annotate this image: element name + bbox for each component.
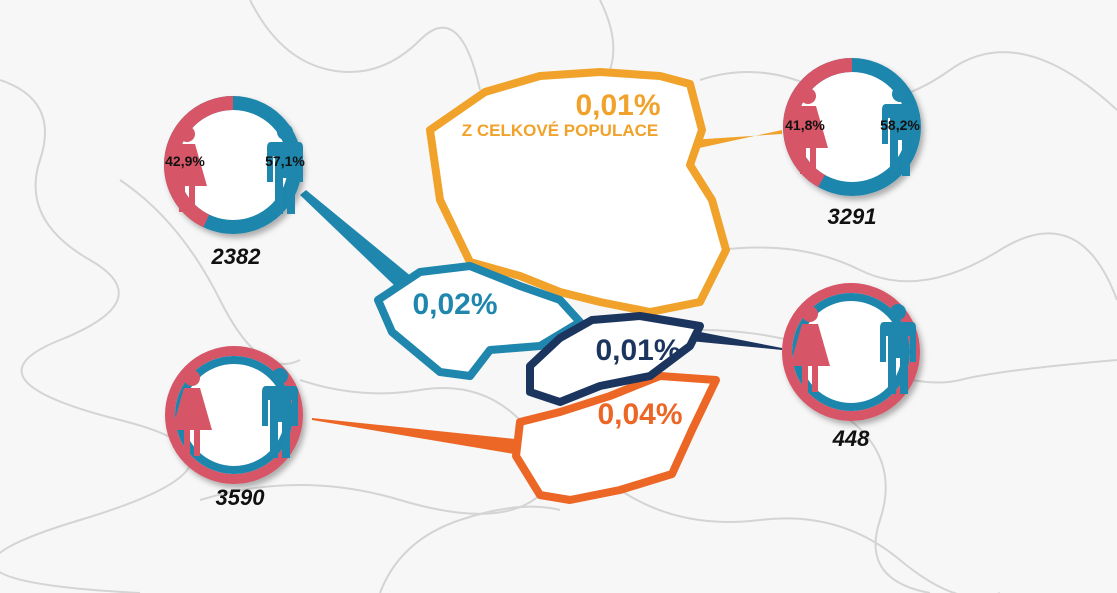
slovakia-share: 0,01% — [595, 334, 680, 367]
czechia-male-pct: 57,1% — [265, 153, 305, 169]
poland-female-pct: 41,8% — [785, 117, 825, 133]
hungary-count: 3590 — [216, 485, 266, 510]
callout-slovakia — [680, 330, 782, 350]
country-slovakia[interactable] — [526, 312, 704, 406]
callout-poland — [690, 130, 782, 150]
hungary-share: 0,04% — [597, 398, 682, 431]
country-poland[interactable] — [426, 68, 730, 316]
slovakia-count: 448 — [832, 426, 870, 451]
poland-male-pct: 58,2% — [880, 117, 920, 133]
poland-share: 0,01% — [575, 89, 660, 122]
callout-hungary — [312, 418, 525, 455]
poland-subtitle: Z CELKOVÉ POPULACE — [462, 121, 658, 140]
poland-count: 3291 — [828, 204, 877, 229]
czechia-female-pct: 42,9% — [165, 153, 205, 169]
country-hungary[interactable] — [512, 372, 720, 504]
czechia-share: 0,02% — [412, 288, 497, 321]
czechia-count: 2382 — [211, 244, 262, 269]
